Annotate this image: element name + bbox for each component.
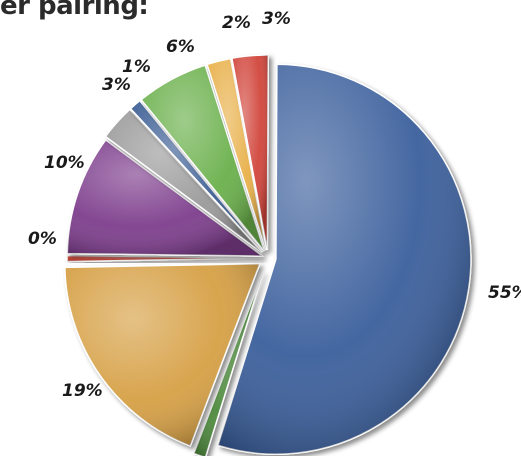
pie-label-8: 6% <box>166 37 195 57</box>
chart-title: er pairing: <box>0 0 149 21</box>
pie-slice-gloss-2 <box>193 271 264 456</box>
pie-label-7: 1% <box>122 57 151 77</box>
pie-slice-gloss-5 <box>67 139 263 257</box>
pie-label-5: 10% <box>44 153 85 173</box>
pie-slice-gloss-4 <box>67 255 263 262</box>
pie-label-6: 3% <box>102 75 131 95</box>
pie-slice-gloss-6 <box>105 109 263 253</box>
pie-slice-gloss-9 <box>207 58 267 251</box>
pie-slice-gloss-8 <box>141 65 265 251</box>
pie-label-10: 3% <box>262 9 291 29</box>
pie-slice-gloss-10 <box>231 55 269 251</box>
pie-slice-gloss-1 <box>217 64 471 455</box>
pie-slice-gloss-3 <box>64 263 260 446</box>
pie-label-3: 19% <box>62 381 103 401</box>
pie-label-9: 2% <box>222 13 251 33</box>
pie-label-1: 55% <box>488 283 521 303</box>
pie-slice-gloss-7 <box>130 100 263 252</box>
pie-label-4: 0% <box>28 229 57 249</box>
